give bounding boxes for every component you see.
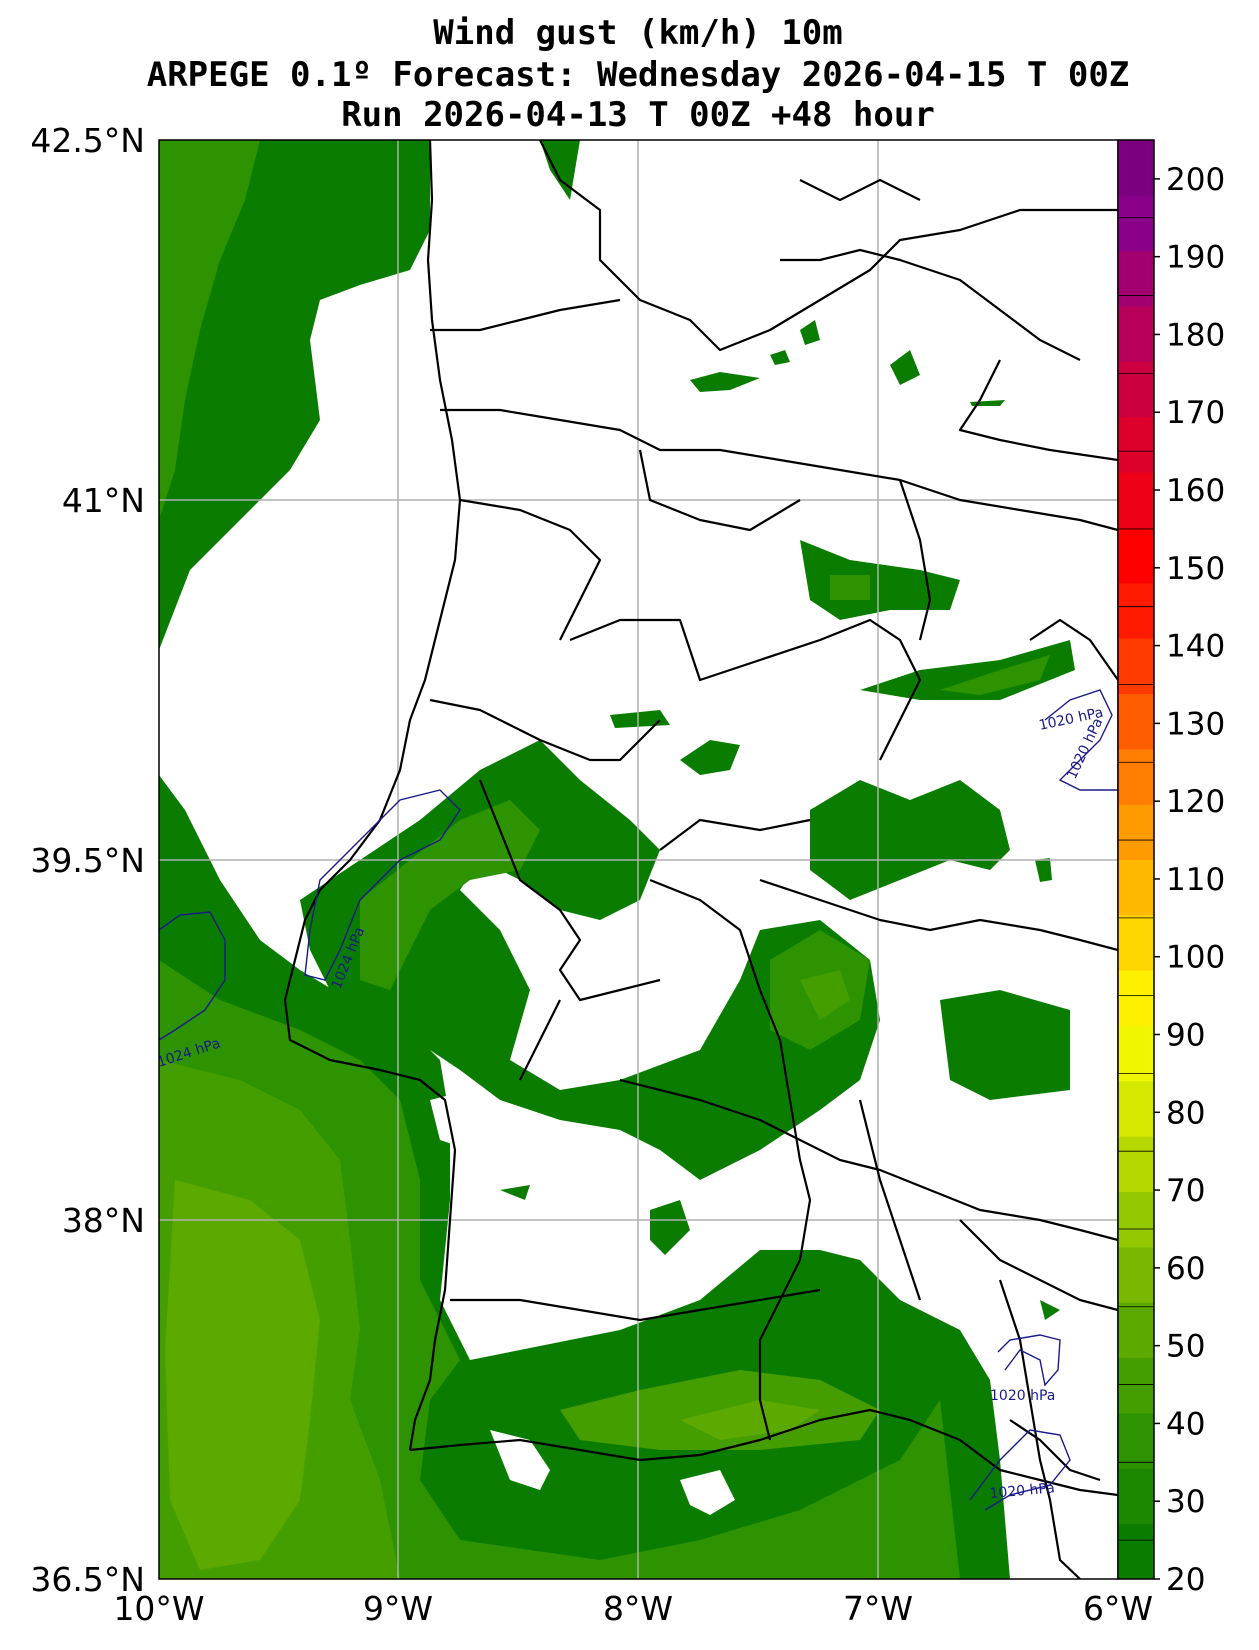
colorbar-tick-label: 30 [1166, 1484, 1205, 1520]
wind-gust-contours [159, 140, 1075, 1579]
colorbar-tick-label: 130 [1166, 706, 1225, 742]
south-coastline [409, 1408, 1118, 1497]
colorbar-tick-lines [1118, 217, 1154, 1541]
colorbar-segment [1118, 527, 1154, 584]
colorbar-segment [1118, 748, 1154, 805]
colorbar-segment [1118, 1246, 1154, 1303]
lat-tick-label: 36.5°N [30, 1560, 145, 1599]
colorbar-segment [1118, 140, 1154, 196]
colorbar-segment [1118, 1468, 1154, 1525]
colorbar-segment [1118, 195, 1154, 252]
colorbar-segment [1118, 306, 1154, 362]
coastline-and-borders [283, 140, 1118, 1579]
lon-tick-label: 8°W [603, 1589, 673, 1628]
lat-tick-label: 42.5°N [30, 121, 145, 160]
colorbar-segment [1118, 472, 1154, 528]
colorbar-segment [1118, 1191, 1154, 1248]
isobar-lines [159, 689, 1118, 1511]
map-plot-area: 1020 hPa 1020 hPa 1024 hPa 1024 hPa 1020… [159, 140, 1118, 1579]
lon-tick-label: 10°W [113, 1589, 204, 1628]
colorbar-segment [1118, 361, 1154, 418]
colorbar-tick-label: 170 [1166, 395, 1225, 431]
colorbar-tick-label: 80 [1166, 1095, 1205, 1131]
colorbar-tick-label: 160 [1166, 473, 1225, 509]
lon-tick-label: 9°W [363, 1589, 433, 1628]
colorbar-tick-label: 90 [1166, 1018, 1205, 1054]
colorbar-tick-label: 120 [1166, 784, 1225, 820]
colorbar-segment [1118, 970, 1154, 1027]
colorbar-tick-label: 40 [1166, 1406, 1205, 1442]
colorbar: 20 30 40 50 60 70 80 90 100 110 120 130 140 150 160 170… [1117, 139, 1225, 1598]
colorbar-segment [1118, 638, 1154, 694]
colorbar-segment [1118, 1357, 1154, 1414]
colorbar-segments [1118, 140, 1154, 1580]
colorbar-tick-label: 60 [1166, 1251, 1205, 1287]
longitude-tick-labels: 10°W 9°W 8°W 7°W 6°W [113, 1589, 1153, 1628]
latitude-tick-labels: 42.5°N 41°N 39.5°N 38°N 36.5°N [30, 121, 145, 1599]
lat-tick-label: 41°N [62, 481, 145, 520]
colorbar-segment [1118, 804, 1154, 860]
spain-portugal-border [539, 140, 1118, 352]
colorbar-labels: 20 30 40 50 60 70 80 90 100 110 120 130 140 150 160 170… [1154, 162, 1225, 1598]
colorbar-tick-label: 50 [1166, 1329, 1205, 1365]
colorbar-tick-label: 100 [1166, 940, 1225, 976]
colorbar-segment [1118, 1302, 1154, 1359]
colorbar-segment [1118, 582, 1154, 639]
colorbar-segment [1118, 416, 1154, 473]
isobar-label-1020-se-a: 1020 hPa [990, 1388, 1055, 1404]
colorbar-segment [1118, 859, 1154, 916]
colorbar-tick-label: 20 [1166, 1562, 1205, 1598]
lon-tick-label: 7°W [843, 1589, 913, 1628]
west-coastline [283, 140, 462, 1451]
colorbar-segment [1118, 693, 1154, 750]
colorbar-segment [1118, 1412, 1154, 1469]
title-line-3: Run 2026-04-13 T 00Z +48 hour [341, 95, 935, 135]
lon-tick-label: 6°W [1083, 1589, 1153, 1628]
colorbar-segment [1118, 1080, 1154, 1137]
title-line-2: ARPEGE 0.1º Forecast: Wednesday 2026-04-… [147, 55, 1130, 95]
colorbar-segment [1118, 250, 1154, 307]
colorbar-tick-label: 180 [1166, 317, 1225, 353]
colorbar-segment [1118, 914, 1154, 971]
colorbar-tick-label: 70 [1166, 1173, 1205, 1209]
colorbar-frame [1117, 139, 1155, 1580]
colorbar-tick-label: 190 [1166, 240, 1225, 276]
colorbar-tick-label: 200 [1166, 162, 1225, 198]
isobar-label-1020-se-b: 1020 hPa [989, 1480, 1056, 1502]
colorbar-segment [1118, 1025, 1154, 1082]
lat-tick-label: 39.5°N [30, 841, 145, 880]
colorbar-segment [1118, 1136, 1154, 1193]
lat-tick-label: 38°N [62, 1201, 145, 1240]
colorbar-segment [1118, 1523, 1154, 1580]
colorbar-tick-label: 150 [1166, 551, 1225, 587]
title-line-1: Wind gust (km/h) 10m [433, 13, 842, 53]
colorbar-tick-label: 110 [1166, 862, 1225, 898]
colorbar-tick-label: 140 [1166, 629, 1225, 665]
